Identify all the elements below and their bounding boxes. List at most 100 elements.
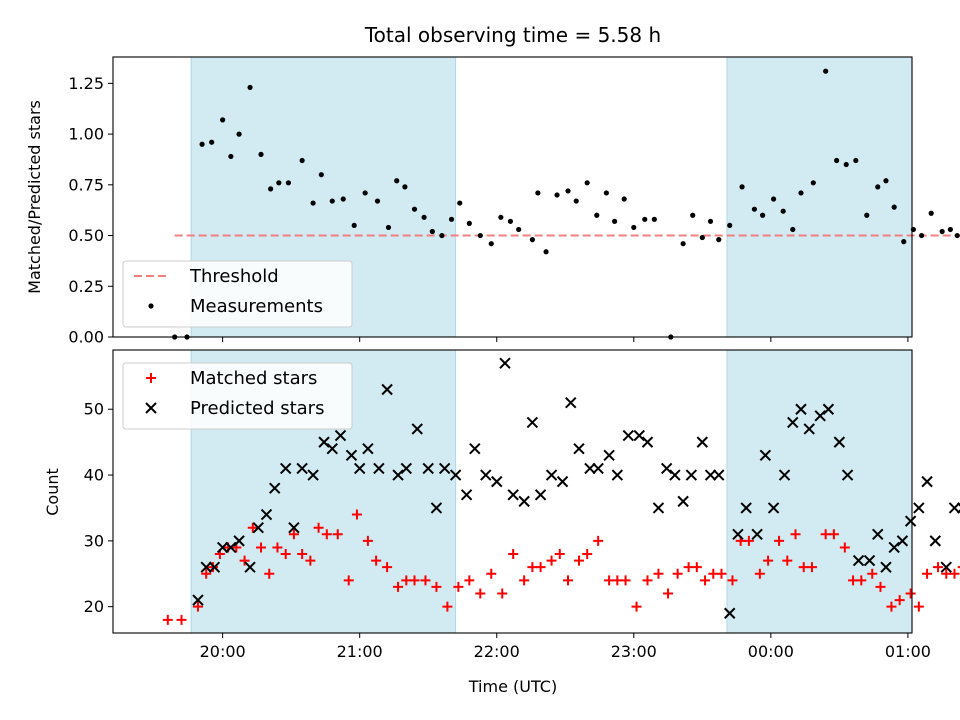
- data-point: [299, 157, 305, 164]
- data-point: [305, 555, 316, 566]
- data-point: [584, 462, 596, 475]
- y-tick-label: 20: [84, 597, 104, 616]
- data-point: [774, 535, 785, 546]
- data-point: [641, 436, 654, 448]
- data-point: [896, 535, 909, 547]
- data-point: [176, 614, 187, 625]
- data-point: [787, 416, 799, 429]
- data-point: [374, 198, 381, 204]
- data-point: [288, 529, 299, 540]
- data-point: [663, 588, 674, 599]
- data-point: [685, 469, 698, 481]
- data-point: [321, 529, 332, 540]
- data-point: [247, 522, 258, 533]
- data-point: [499, 357, 511, 369]
- data-point: [814, 410, 826, 422]
- data-point: [488, 241, 494, 247]
- data-point: [313, 522, 324, 533]
- data-point: [276, 180, 282, 186]
- data-point: [297, 549, 308, 560]
- data-point: [810, 180, 816, 186]
- data-point: [392, 469, 404, 481]
- data-point: [353, 462, 366, 475]
- data-point: [279, 462, 292, 475]
- data-point: [940, 561, 952, 573]
- observing-interval: [726, 349, 913, 634]
- count-y-axis-label: Count: [43, 468, 62, 516]
- data-point: [828, 529, 839, 540]
- data-point: [921, 475, 933, 488]
- data-point: [782, 555, 793, 566]
- data-point: [672, 568, 683, 579]
- data-point: [268, 186, 274, 192]
- data-point: [704, 469, 717, 481]
- data-point: [839, 542, 850, 553]
- data-point: [691, 562, 702, 573]
- data-point: [834, 157, 840, 164]
- legend-label: Predicted stars: [190, 398, 324, 419]
- count-panel: 20:0021:0022:0023:0000:0001:0002:0003:00…: [43, 349, 960, 696]
- data-point: [329, 198, 335, 204]
- count-legend: Matched stars Predicted stars: [122, 362, 353, 430]
- data-point: [612, 218, 618, 224]
- data-point: [716, 237, 722, 243]
- data-point: [883, 178, 889, 184]
- data-point: [518, 495, 530, 508]
- data-point: [526, 416, 539, 429]
- data-point: [651, 216, 657, 222]
- data-point: [622, 429, 635, 442]
- data-point: [872, 528, 884, 540]
- x-tick-label: 20:00: [200, 642, 246, 661]
- data-point: [918, 232, 925, 239]
- legend-box: [122, 260, 353, 328]
- data-point: [593, 535, 604, 546]
- data-point: [947, 226, 953, 233]
- data-point: [516, 226, 522, 233]
- data-point: [957, 566, 960, 569]
- data-point: [209, 139, 215, 145]
- data-point: [822, 403, 835, 415]
- data-point: [770, 196, 777, 202]
- data-point: [256, 542, 267, 553]
- data-point: [529, 237, 535, 243]
- data-point: [563, 575, 574, 586]
- data-point: [573, 443, 585, 455]
- data-point: [477, 232, 483, 239]
- data-point: [594, 212, 600, 218]
- data-point: [326, 443, 338, 455]
- data-point: [332, 529, 343, 540]
- data-point: [894, 595, 905, 606]
- data-point: [239, 555, 250, 566]
- data-point: [438, 462, 451, 475]
- measurement-points: [172, 68, 960, 340]
- data-point: [732, 528, 744, 540]
- data-point: [653, 568, 664, 579]
- data-point: [460, 489, 473, 501]
- data-point: [739, 184, 745, 190]
- data-point: [806, 562, 817, 573]
- data-point: [507, 218, 514, 224]
- y-tick-label: 40: [84, 466, 104, 485]
- data-point: [225, 541, 237, 554]
- data-point: [272, 542, 283, 553]
- data-point: [929, 535, 942, 547]
- data-point: [803, 423, 815, 435]
- data-point: [957, 502, 960, 514]
- data-point: [285, 180, 292, 186]
- data-point: [498, 214, 504, 220]
- data-point: [422, 462, 434, 475]
- data-point: [556, 475, 569, 488]
- data-point: [949, 568, 960, 579]
- data-point: [621, 196, 627, 202]
- count-points: [162, 357, 960, 625]
- data-point: [954, 232, 960, 239]
- data-point: [200, 561, 212, 573]
- data-point: [740, 502, 752, 514]
- data-point: [603, 449, 615, 462]
- data-point: [790, 529, 801, 540]
- y-tick-label: 0.25: [68, 277, 104, 296]
- data-point: [798, 190, 804, 196]
- y-tick-label: 0.75: [68, 175, 104, 194]
- data-point: [886, 601, 897, 612]
- data-point: [554, 192, 560, 198]
